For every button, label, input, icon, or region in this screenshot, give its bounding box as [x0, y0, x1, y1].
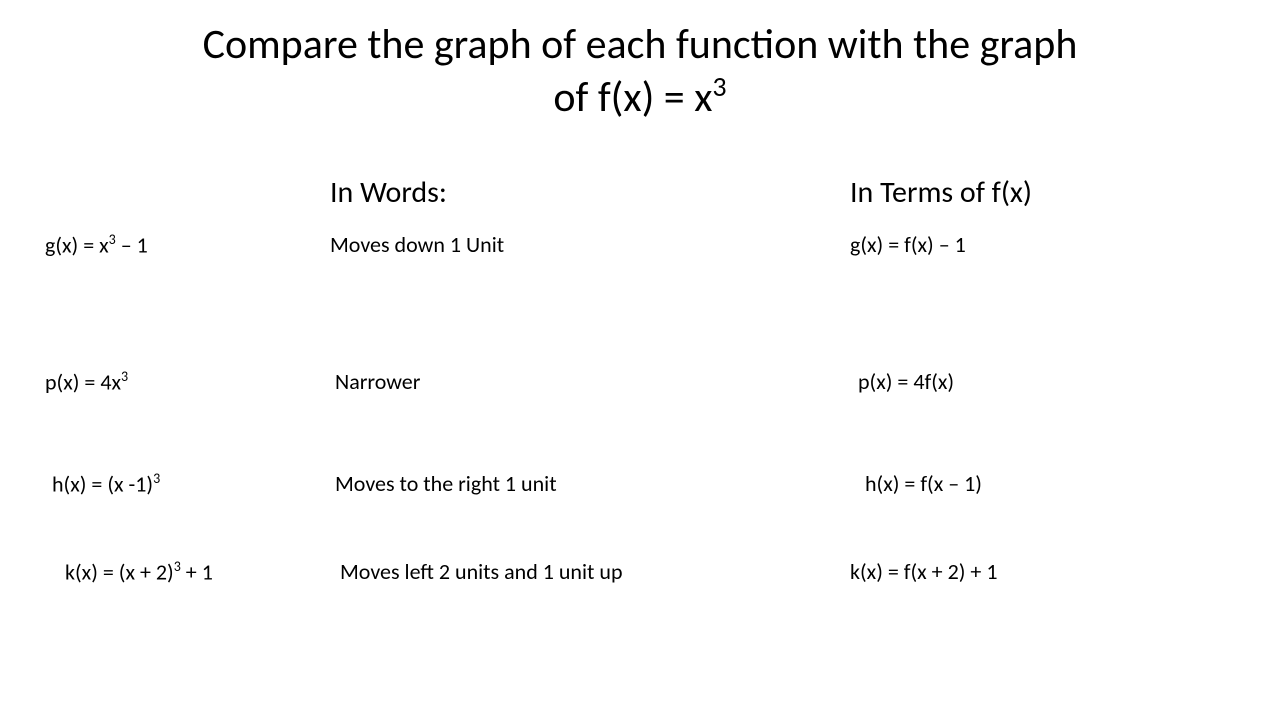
- column-headers: In Words: In Terms of f(x): [0, 174, 1280, 211]
- title-line2-prefix: of f(x) = x: [553, 72, 712, 123]
- table-row: g(x) = x3 – 1 Moves down 1 Unit g(x) = f…: [0, 231, 1280, 258]
- title-sup: 3: [712, 69, 726, 104]
- func-prefix: h(x) = (x -1): [52, 471, 153, 498]
- func-cell: k(x) = (x + 2)3 + 1: [0, 558, 330, 585]
- func-prefix: p(x) = 4x: [45, 368, 121, 395]
- terms-header: In Terms of f(x): [850, 174, 1280, 211]
- table-row: k(x) = (x + 2)3 + 1 Moves left 2 units a…: [0, 558, 1280, 585]
- func-cell: g(x) = x3 – 1: [0, 231, 330, 258]
- func-sup: 3: [153, 470, 160, 487]
- terms-cell: h(x) = f(x – 1): [850, 470, 1280, 497]
- terms-cell: p(x) = 4f(x): [850, 368, 1280, 395]
- terms-cell: k(x) = f(x + 2) + 1: [850, 558, 1280, 585]
- func-suffix: + 1: [181, 558, 213, 585]
- words-cell: Moves to the right 1 unit: [330, 470, 850, 497]
- func-header-spacer: [0, 174, 330, 211]
- func-prefix: g(x) = x: [45, 231, 109, 258]
- words-cell: Moves down 1 Unit: [330, 231, 850, 258]
- terms-cell: g(x) = f(x) – 1: [850, 231, 1280, 258]
- func-suffix: – 1: [116, 231, 148, 258]
- func-cell: h(x) = (x -1)3: [0, 470, 330, 497]
- func-sup: 3: [174, 558, 181, 575]
- table-row: h(x) = (x -1)3 Moves to the right 1 unit…: [0, 470, 1280, 497]
- words-header: In Words:: [330, 174, 850, 211]
- slide-title: Compare the graph of each function with …: [0, 0, 1280, 124]
- func-cell: p(x) = 4x3: [0, 368, 330, 395]
- func-sup: 3: [121, 368, 128, 385]
- words-cell: Moves left 2 units and 1 unit up: [330, 558, 850, 585]
- title-line1: Compare the graph of each function with …: [203, 19, 1078, 70]
- func-prefix: k(x) = (x + 2): [65, 558, 174, 585]
- func-sup: 3: [109, 231, 116, 248]
- table-row: p(x) = 4x3 Narrower p(x) = 4f(x): [0, 368, 1280, 395]
- words-cell: Narrower: [330, 368, 850, 395]
